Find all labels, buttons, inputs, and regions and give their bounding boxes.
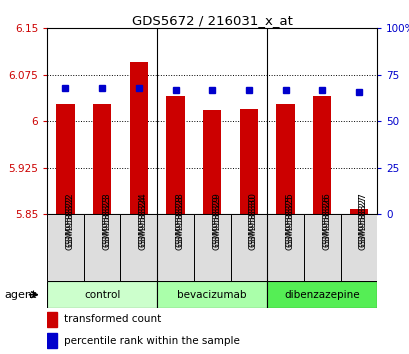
Text: GSM958324: GSM958324	[139, 192, 148, 247]
Text: GSM958324: GSM958324	[139, 195, 148, 250]
Bar	[276, 104, 294, 214]
Text: GSM958323: GSM958323	[102, 192, 111, 247]
Text: dibenzazepine: dibenzazepine	[284, 290, 359, 300]
Bar	[312, 97, 330, 214]
Text: GSM958330: GSM958330	[248, 195, 257, 250]
Bar	[129, 62, 148, 214]
Text: GSM958326: GSM958326	[321, 195, 330, 250]
Text: agent: agent	[4, 290, 36, 300]
Bar	[193, 214, 230, 281]
Text: control: control	[84, 290, 120, 300]
Text: transformed count: transformed count	[63, 314, 160, 325]
Text: GSM958329: GSM958329	[212, 192, 220, 247]
Bar	[83, 214, 120, 281]
Bar	[47, 281, 157, 308]
Text: GSM958323: GSM958323	[102, 195, 111, 250]
Text: GSM958328: GSM958328	[175, 192, 184, 247]
Text: GSM958326: GSM958326	[321, 192, 330, 247]
Bar	[120, 214, 157, 281]
Text: GSM958330: GSM958330	[248, 192, 257, 247]
Bar	[47, 333, 57, 348]
Bar	[157, 214, 193, 281]
Bar	[47, 312, 57, 327]
Bar	[93, 104, 111, 214]
Bar	[202, 110, 221, 214]
Text: GSM958329: GSM958329	[212, 195, 220, 250]
Bar	[157, 281, 267, 308]
Bar	[166, 97, 184, 214]
Text: GSM958322: GSM958322	[65, 195, 74, 250]
Bar	[340, 214, 376, 281]
Bar	[303, 214, 340, 281]
Text: GSM958325: GSM958325	[285, 192, 294, 247]
Title: GDS5672 / 216031_x_at: GDS5672 / 216031_x_at	[131, 14, 292, 27]
Text: GSM958322: GSM958322	[65, 192, 74, 247]
Bar	[230, 214, 267, 281]
Text: GSM958325: GSM958325	[285, 195, 294, 250]
Text: GSM958327: GSM958327	[358, 195, 367, 250]
Bar	[56, 104, 74, 214]
Bar	[47, 214, 83, 281]
Bar	[239, 109, 257, 214]
Bar	[349, 209, 367, 214]
Text: GSM958327: GSM958327	[358, 192, 367, 247]
Bar	[267, 214, 303, 281]
Text: GSM958328: GSM958328	[175, 195, 184, 250]
Bar	[267, 281, 376, 308]
Text: bevacizumab: bevacizumab	[177, 290, 246, 300]
Text: percentile rank within the sample: percentile rank within the sample	[63, 336, 239, 346]
